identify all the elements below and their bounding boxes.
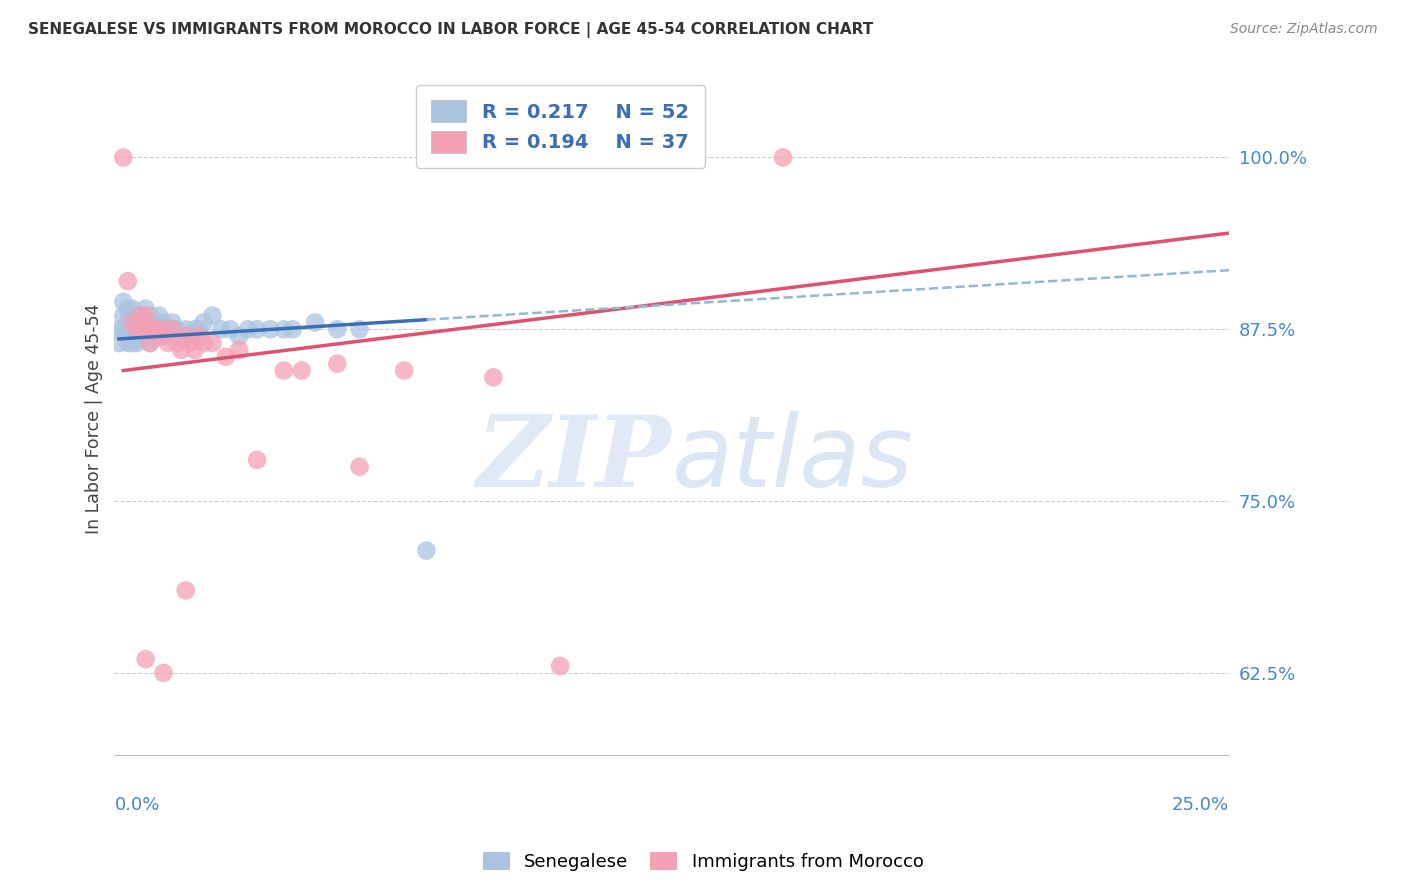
Point [548,659,571,673]
Point [129,322,152,336]
Point [166,322,188,336]
Point [139,322,162,336]
Point [129,322,152,336]
Point [179,329,201,343]
Point [117,301,139,316]
Point [215,350,238,364]
Point [170,343,193,357]
Text: 0.0%: 0.0% [114,796,160,814]
Point [139,309,162,323]
Point [326,322,349,336]
Point [135,652,157,666]
Point [117,315,139,329]
Point [183,322,205,336]
Legend: R = 0.217    N = 52, R = 0.194    N = 37: R = 0.217 N = 52, R = 0.194 N = 37 [416,85,704,168]
Text: atlas: atlas [672,410,914,508]
Y-axis label: In Labor Force | Age 45-54: In Labor Force | Age 45-54 [86,303,103,534]
Point [246,453,269,467]
Point [304,315,326,329]
Point [148,309,170,323]
Point [156,322,179,336]
Point [326,357,349,371]
Point [281,322,304,336]
Point [112,294,135,309]
Point [228,329,250,343]
Point [139,336,162,351]
Point [209,322,232,336]
Point [117,274,139,288]
Point [117,336,139,351]
Point [349,322,371,336]
Point [415,543,437,558]
Point [152,329,174,343]
Point [179,336,201,351]
Point [112,322,135,336]
Point [135,309,157,323]
Point [162,315,184,329]
Point [143,322,166,336]
Text: Source: ZipAtlas.com: Source: ZipAtlas.com [1230,22,1378,37]
Point [135,322,157,336]
Point [135,301,157,316]
Point [188,322,211,336]
Text: 25.0%: 25.0% [1171,796,1229,814]
Point [125,336,148,351]
Point [162,322,184,336]
Point [129,309,152,323]
Point [392,363,415,377]
Point [143,315,166,329]
Point [219,322,242,336]
Point [291,363,314,377]
Point [246,322,269,336]
Point [156,336,179,351]
Point [112,151,135,165]
Point [183,343,205,357]
Point [125,322,148,336]
Point [148,322,170,336]
Point [125,309,148,323]
Point [152,315,174,329]
Point [349,459,371,474]
Point [143,329,166,343]
Point [273,363,295,377]
Point [193,336,215,351]
Point [121,315,143,329]
Point [135,329,157,343]
Point [108,336,131,351]
Point [148,329,170,343]
Point [166,336,188,351]
Point [121,336,143,351]
Point [228,343,250,357]
Point [772,151,794,165]
Point [112,309,135,323]
Point [193,315,215,329]
Legend: Senegalese, Immigrants from Morocco: Senegalese, Immigrants from Morocco [475,845,931,879]
Point [117,322,139,336]
Point [121,322,143,336]
Point [135,315,157,329]
Point [108,322,131,336]
Point [174,583,197,598]
Point [174,329,197,343]
Point [129,309,152,323]
Point [259,322,281,336]
Point [170,329,193,343]
Point [152,665,174,680]
Point [152,322,174,336]
Text: ZIP: ZIP [477,411,672,508]
Point [273,322,295,336]
Point [236,322,259,336]
Point [201,309,224,323]
Point [121,301,143,316]
Point [125,322,148,336]
Point [121,315,143,329]
Point [174,322,197,336]
Point [188,329,211,343]
Point [139,322,162,336]
Point [482,370,505,384]
Point [139,336,162,351]
Text: SENEGALESE VS IMMIGRANTS FROM MOROCCO IN LABOR FORCE | AGE 45-54 CORRELATION CHA: SENEGALESE VS IMMIGRANTS FROM MOROCCO IN… [28,22,873,38]
Point [201,336,224,351]
